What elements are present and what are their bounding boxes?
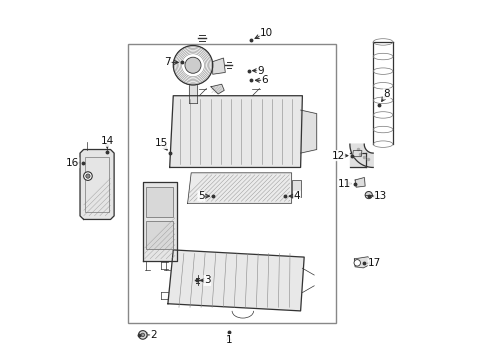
Bar [293, 180, 301, 197]
Text: 1: 1 [225, 334, 232, 345]
Circle shape [139, 330, 147, 339]
Polygon shape [211, 84, 224, 94]
Text: 15: 15 [155, 139, 169, 148]
Polygon shape [168, 250, 304, 311]
Bar [147, 187, 173, 217]
Circle shape [185, 57, 201, 73]
Text: 16: 16 [66, 158, 79, 168]
Polygon shape [350, 144, 373, 167]
Polygon shape [354, 257, 370, 268]
Polygon shape [188, 173, 292, 203]
Text: 9: 9 [257, 66, 264, 76]
Bar [128, 44, 337, 323]
Polygon shape [170, 96, 302, 167]
Circle shape [86, 174, 90, 178]
Polygon shape [143, 182, 177, 261]
Polygon shape [300, 110, 317, 153]
Polygon shape [355, 177, 365, 187]
Text: 14: 14 [100, 136, 114, 146]
Polygon shape [213, 58, 225, 74]
Text: 4: 4 [294, 191, 300, 201]
Text: 5: 5 [198, 191, 204, 201]
Text: 2: 2 [150, 330, 157, 340]
Circle shape [141, 333, 145, 337]
Polygon shape [353, 150, 362, 157]
Text: 6: 6 [261, 75, 268, 85]
Text: 7: 7 [165, 57, 171, 67]
Text: 17: 17 [368, 258, 381, 268]
Polygon shape [189, 85, 197, 103]
Text: 13: 13 [374, 191, 387, 201]
Circle shape [354, 260, 361, 266]
Circle shape [84, 172, 92, 180]
Bar [85, 157, 109, 212]
Text: 11: 11 [338, 179, 351, 189]
Text: 10: 10 [260, 28, 273, 38]
Text: 8: 8 [383, 89, 390, 99]
Text: 12: 12 [332, 150, 345, 161]
Bar [147, 221, 173, 249]
Polygon shape [80, 149, 114, 220]
Circle shape [365, 192, 372, 199]
Text: 3: 3 [204, 275, 211, 285]
Polygon shape [350, 153, 366, 167]
